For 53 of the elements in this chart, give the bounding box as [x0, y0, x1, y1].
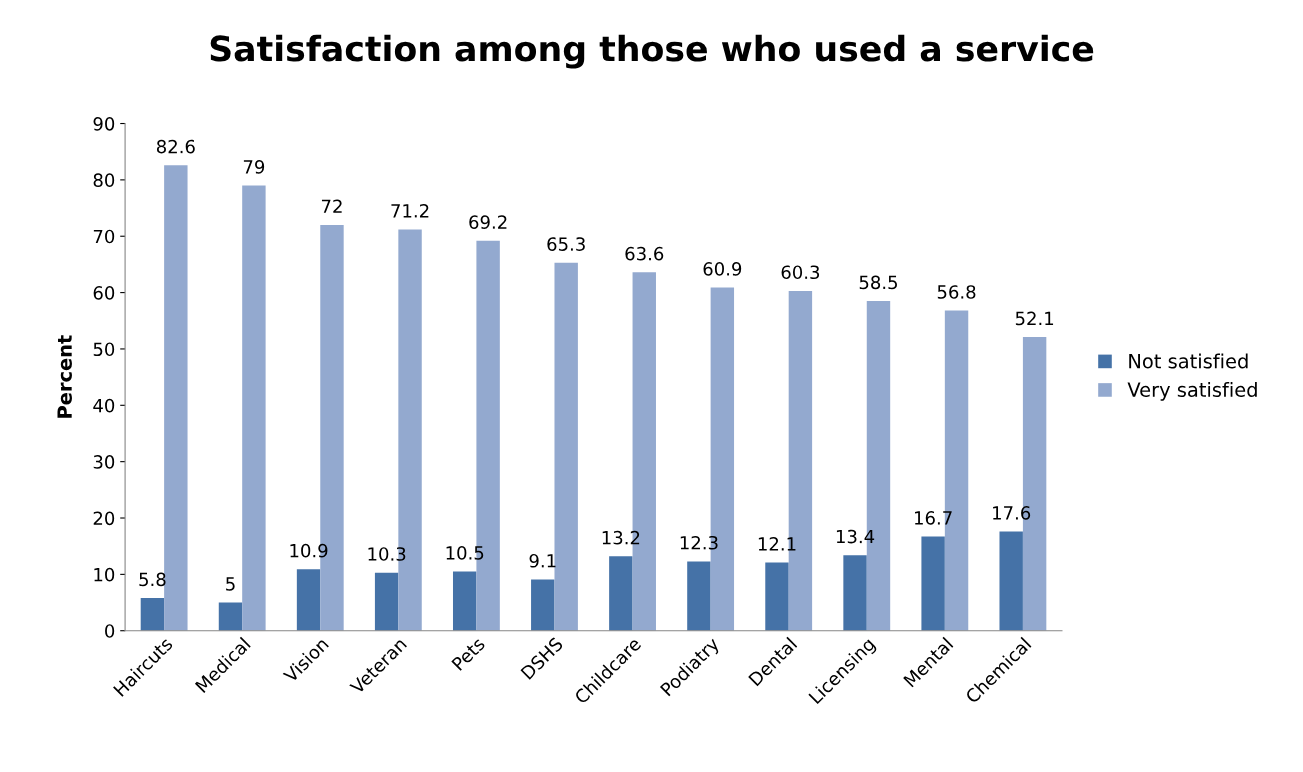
data-label: 82.6	[156, 139, 195, 154]
bar	[999, 531, 1023, 631]
y-tick-label: 30	[93, 455, 115, 469]
data-label: 17.6	[993, 506, 1031, 520]
bar	[765, 562, 789, 631]
bar	[140, 598, 165, 631]
data-label: 5.8	[139, 572, 166, 587]
data-label: 69.2	[469, 215, 507, 229]
y-tick-label: 40	[93, 398, 115, 413]
bar	[609, 556, 633, 631]
bar	[218, 602, 243, 631]
data-label: 12.1	[758, 537, 796, 551]
data-label: 16.7	[915, 511, 952, 525]
bar	[843, 555, 867, 631]
data-label: 13.2	[602, 530, 640, 545]
data-label: 9.1	[529, 553, 556, 568]
data-label: 10.9	[290, 543, 328, 558]
chart-title: Satisfaction among those who used a service	[210, 34, 1094, 69]
data-label: 65.3	[547, 237, 585, 251]
y-tick-label: 20	[93, 511, 115, 526]
y-tick-label: 70	[93, 229, 115, 244]
bar	[296, 569, 321, 631]
y-tick-label: 60	[93, 286, 115, 300]
data-label: 12.3	[680, 535, 718, 550]
y-tick-label: 0	[105, 624, 115, 638]
bar	[687, 561, 711, 631]
data-label: 63.6	[625, 246, 664, 261]
y-axis-title: Percent	[57, 335, 72, 418]
data-label: 13.4	[836, 529, 875, 544]
bar	[452, 571, 477, 631]
data-label: 52.1	[1015, 311, 1054, 326]
bar	[921, 536, 945, 631]
data-label: 10.5	[446, 546, 484, 560]
bar	[374, 572, 399, 631]
data-label: 79	[243, 160, 265, 174]
data-label: 56.8	[937, 285, 976, 299]
data-label: 72	[321, 199, 342, 213]
bar	[164, 165, 188, 631]
y-tick-label: 90	[93, 116, 115, 131]
data-label: 58.5	[859, 275, 897, 290]
data-label: 60.9	[703, 262, 742, 276]
legend-label: Not satisfied	[1129, 353, 1248, 369]
data-label: 60.3	[781, 265, 820, 280]
y-tick-label: 50	[93, 342, 115, 357]
bar	[242, 185, 266, 631]
legend-label: Very satisfied	[1127, 381, 1257, 401]
bar	[531, 579, 555, 631]
y-tick-label: 80	[93, 173, 115, 187]
bar	[554, 262, 578, 631]
data-label: 5	[226, 577, 235, 591]
data-label: 71.2	[391, 203, 429, 218]
data-label: 10.3	[368, 547, 406, 561]
y-tick-label: 10	[94, 567, 115, 582]
